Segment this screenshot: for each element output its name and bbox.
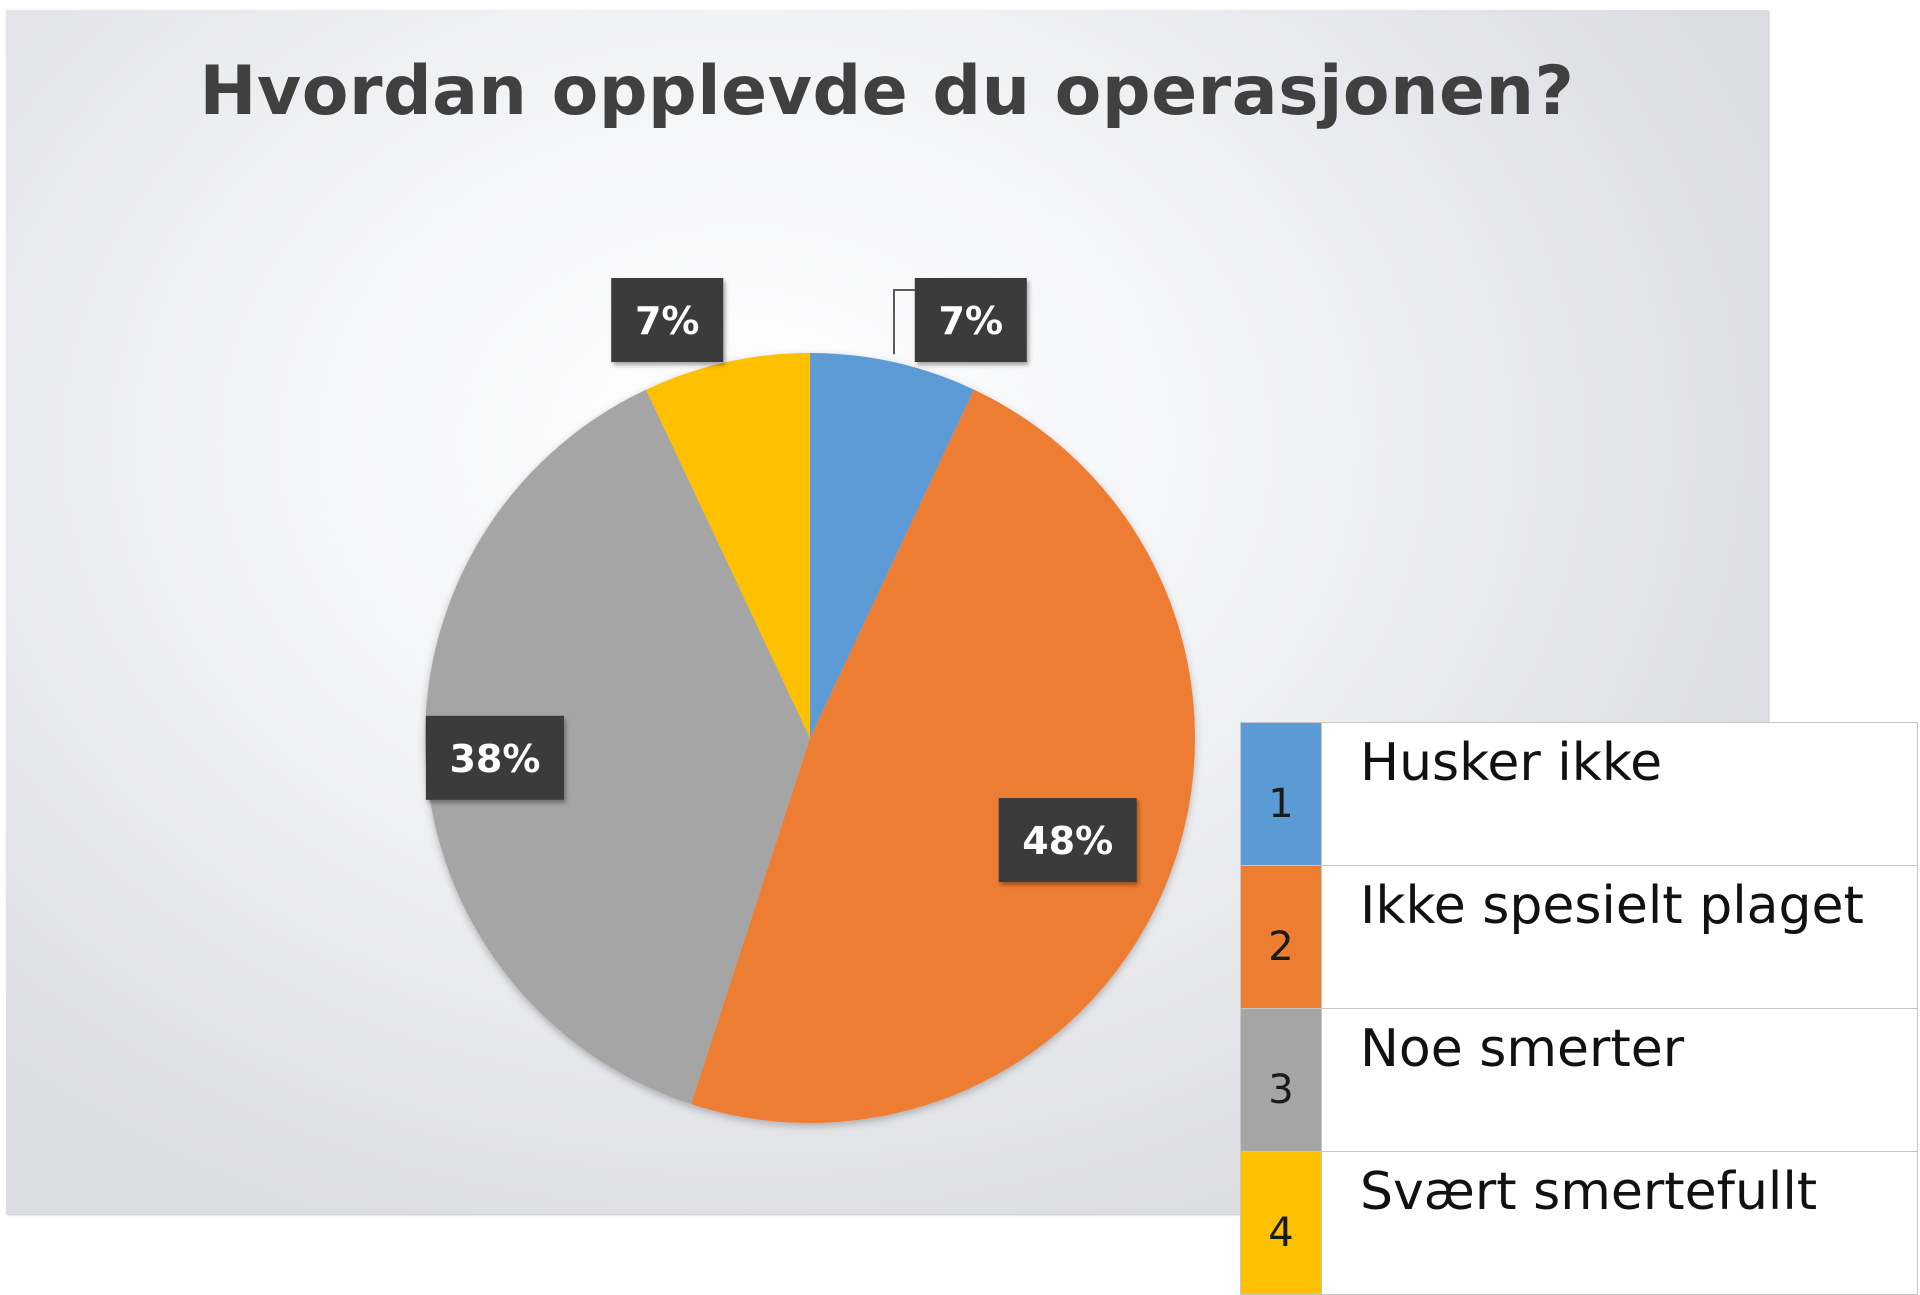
leader-line — [892, 289, 915, 355]
pie-slice-2 — [691, 389, 1196, 1123]
legend-label: Ikke spesielt plaget — [1321, 865, 1918, 1009]
legend-key: 2 — [1268, 924, 1294, 970]
legend-swatch: 4 — [1240, 1151, 1322, 1295]
pie-chart: 7% 48% 38% 7% — [425, 278, 1196, 1123]
legend-swatch: 3 — [1240, 1008, 1322, 1152]
data-label-3: 38% — [425, 715, 564, 800]
data-label-text: 38% — [449, 737, 540, 781]
legend-key: 3 — [1268, 1067, 1294, 1113]
pie-slice-3 — [425, 389, 810, 1105]
legend-label: Husker ikke — [1321, 722, 1918, 866]
data-label-text: 48% — [1022, 819, 1113, 863]
legend-key: 4 — [1268, 1210, 1294, 1256]
legend: 1 Husker ikke 2 Ikke spesielt plaget 3 N… — [1240, 722, 1918, 1295]
legend-item: 1 Husker ikke — [1240, 722, 1918, 866]
data-label-4: 7% — [611, 278, 724, 362]
legend-item: 4 Svært smertefullt — [1240, 1151, 1918, 1295]
data-label-text: 7% — [939, 299, 1004, 343]
data-label-1: 7% — [914, 278, 1027, 362]
data-label-text: 7% — [635, 299, 700, 343]
legend-item: 3 Noe smerter — [1240, 1008, 1918, 1152]
chart-title: Hvordan opplevde du operasjonen? — [199, 52, 1575, 131]
legend-item: 2 Ikke spesielt plaget — [1240, 865, 1918, 1009]
pie-slice-1 — [810, 353, 974, 738]
legend-swatch: 1 — [1240, 722, 1322, 866]
legend-label: Svært smertefullt — [1321, 1151, 1918, 1295]
data-label-2: 48% — [998, 798, 1137, 883]
legend-key: 1 — [1268, 781, 1294, 827]
pie-slice-4 — [646, 353, 810, 738]
legend-label: Noe smerter — [1321, 1008, 1918, 1152]
legend-swatch: 2 — [1240, 865, 1322, 1009]
